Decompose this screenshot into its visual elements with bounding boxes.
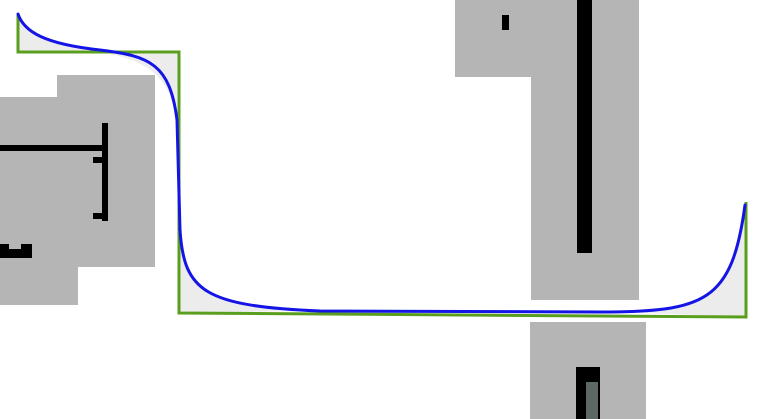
gray-block-left-lower	[0, 97, 78, 305]
black-mark-vertical-bar	[102, 123, 108, 221]
dark-gray-mark-bottom-block	[586, 382, 598, 419]
gray-notch-in-small-block	[9, 244, 21, 249]
black-mark-tick-upper	[93, 157, 104, 163]
black-mark-horizontal-bar	[0, 145, 104, 151]
black-mark-small-square	[502, 15, 509, 30]
black-mark-long-vertical-bar	[577, 0, 592, 253]
right-block-group	[455, 0, 646, 419]
shaded-area-lower-left	[178, 230, 300, 313]
black-mark-tick-lower	[93, 213, 104, 219]
shaded-area-left	[18, 14, 90, 52]
black-mark-small-block	[0, 244, 32, 258]
gray-block-right-top-left	[455, 0, 543, 77]
left-block-group	[0, 75, 155, 305]
smooth-curve-line	[16, 12, 747, 314]
